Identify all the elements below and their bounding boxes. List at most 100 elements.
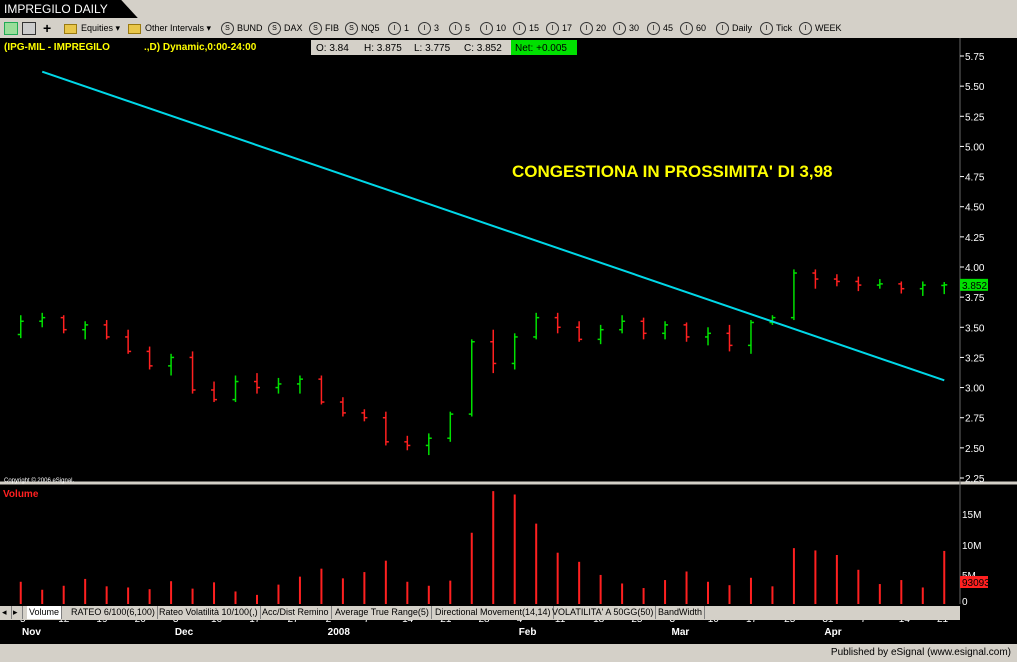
equities-menu[interactable]: Equities ▾	[64, 20, 120, 36]
price-axis-label: 3.00	[965, 384, 985, 395]
crosshair-icon[interactable]: +	[43, 20, 52, 36]
price-axis-label: 3.75	[965, 293, 985, 304]
interval-button-30[interactable]: I 30	[613, 20, 639, 36]
interval-icon: I	[546, 22, 559, 36]
tab-volatilita[interactable]: VOLATILITA' A 50GG(50)	[550, 606, 657, 619]
interval-button-10[interactable]: I 10	[480, 20, 506, 36]
interval-button-60[interactable]: I 60	[680, 20, 706, 36]
volume-badge-value: 9309384	[962, 578, 1001, 589]
interval-icon: I	[647, 22, 660, 36]
price-axis-label: 4.75	[965, 173, 985, 184]
chart-type-icon[interactable]	[22, 20, 36, 36]
symbol-icon: S	[268, 22, 281, 36]
price-axis-label: 5.25	[965, 112, 985, 123]
interval-icon: I	[388, 22, 401, 36]
interval-button-17[interactable]: I 17	[546, 20, 572, 36]
last-price-value: 3.852	[962, 281, 987, 292]
net-change-box	[511, 40, 577, 55]
price-volume-chart[interactable]: (IPG-MIL - IMPREGILO .,D) Dynamic,0:00-2…	[0, 38, 1017, 644]
interval-icon: I	[680, 22, 693, 36]
chart-grid-icon[interactable]	[4, 20, 18, 36]
symbol-button-bund[interactable]: S BUND	[221, 20, 263, 36]
price-axis-label: 5.75	[965, 52, 985, 63]
tab-acc-dist[interactable]: Acc/Dist Remino	[260, 606, 332, 619]
interval-button-week[interactable]: I WEEK	[799, 20, 842, 36]
chart-area[interactable]: (IPG-MIL - IMPREGILO .,D) Dynamic,0:00-2…	[0, 38, 1017, 644]
interval-button-tick[interactable]: I Tick	[760, 20, 792, 36]
interval-button-15[interactable]: I 15	[513, 20, 539, 36]
interval-button-20[interactable]: I 20	[580, 20, 606, 36]
ohlc-box	[311, 40, 511, 55]
month-axis-label: Dec	[175, 627, 194, 638]
month-axis-label: 2008	[328, 627, 351, 638]
scroll-left-icon[interactable]: ◂	[0, 606, 12, 619]
net-change-value: Net: +0.005	[515, 43, 567, 54]
interval-icon: I	[760, 22, 773, 36]
price-axis-label: 2.25	[965, 474, 985, 485]
symbol-icon: S	[309, 22, 322, 36]
volume-axis-label: 0	[962, 597, 968, 608]
interval-icon: I	[480, 22, 493, 36]
price-axis-label: 3.50	[965, 323, 985, 334]
symbol-icon: S	[221, 22, 234, 36]
window-title: IMPREGILO DAILY	[0, 0, 138, 18]
price-axis-label: 4.25	[965, 233, 985, 244]
title-bar: IMPREGILO DAILY	[0, 0, 1017, 18]
indicator-tab-strip: ◂ ▸ Volume RATEO 6/100(6,100) Rateo Vola…	[0, 606, 960, 620]
tab-volume[interactable]: Volume	[27, 606, 63, 619]
interval-icon: I	[449, 22, 462, 36]
interval-icon: I	[418, 22, 431, 36]
symbol-button-nq5[interactable]: S NQ5	[345, 20, 380, 36]
volume-badge	[960, 576, 988, 588]
close-value: C: 3.852	[464, 43, 502, 54]
scroll-right-icon[interactable]: ▸	[11, 606, 23, 619]
month-axis-label: Nov	[22, 627, 41, 638]
footer: Published by eSignal (www.esignal.com)	[0, 644, 1017, 662]
chart-annotation: CONGESTIONA IN PROSSIMITA' DI 3,98	[512, 162, 832, 181]
folder-icon	[64, 23, 77, 34]
interval-button-daily[interactable]: I Daily	[716, 20, 752, 36]
month-axis-label: Apr	[824, 627, 841, 638]
tab-average-true-range[interactable]: Average True Range(5)	[333, 606, 432, 619]
interval-button-45[interactable]: I 45	[647, 20, 673, 36]
interval-icon: I	[799, 22, 812, 36]
volume-axis-label: 10M	[962, 541, 981, 552]
price-axis-label: 5.00	[965, 142, 985, 153]
price-axis-label: 4.00	[965, 263, 985, 274]
interval-icon: I	[513, 22, 526, 36]
volume-pane-label: Volume	[3, 489, 39, 500]
chart-symbol-label: (IPG-MIL - IMPREGILO	[4, 42, 110, 53]
price-axis-label: 2.50	[965, 444, 985, 455]
interval-icon: I	[580, 22, 593, 36]
symbol-button-dax[interactable]: S DAX	[268, 20, 303, 36]
tab-rateo-volatilita[interactable]: Rateo Volatilità 10/100(,)	[157, 606, 261, 619]
published-by-label: Published by eSignal (www.esignal.com)	[830, 647, 1011, 658]
symbol-button-fib[interactable]: S FIB	[309, 20, 339, 36]
price-axis-label: 2.75	[965, 414, 985, 425]
volume-axis-label: 15M	[962, 510, 981, 521]
folder-icon	[128, 23, 141, 34]
copyright-label: Copyright © 2006 eSignal.	[4, 477, 74, 484]
last-price-badge	[960, 278, 988, 291]
interval-icon: I	[613, 22, 626, 36]
month-axis-label: Mar	[672, 627, 690, 638]
price-axis-label: 4.50	[965, 203, 985, 214]
price-axis-label: 3.25	[965, 353, 985, 364]
chart-dynamic-label: .,D) Dynamic,0:00-24:00	[144, 42, 257, 53]
low-value: L: 3.775	[414, 43, 451, 54]
interval-icon: I	[716, 22, 729, 36]
other-intervals-menu[interactable]: Other Intervals ▾	[128, 20, 211, 36]
price-axis-label: 5.50	[965, 82, 985, 93]
tab-rateo[interactable]: RATEO 6/100(6,100)	[69, 606, 158, 619]
symbol-icon: S	[345, 22, 358, 36]
high-value: H: 3.875	[364, 43, 402, 54]
month-axis-label: Feb	[519, 627, 537, 638]
tab-bandwidth[interactable]: BandWidth	[656, 606, 706, 619]
toolbar: + Equities ▾ Other Intervals ▾ S BUND S DA…	[0, 18, 1017, 39]
tab-directional-movement[interactable]: Directional Movement(14,14)	[433, 606, 554, 619]
trendline	[41, 70, 945, 382]
open-value: O: 3.84	[316, 43, 349, 54]
